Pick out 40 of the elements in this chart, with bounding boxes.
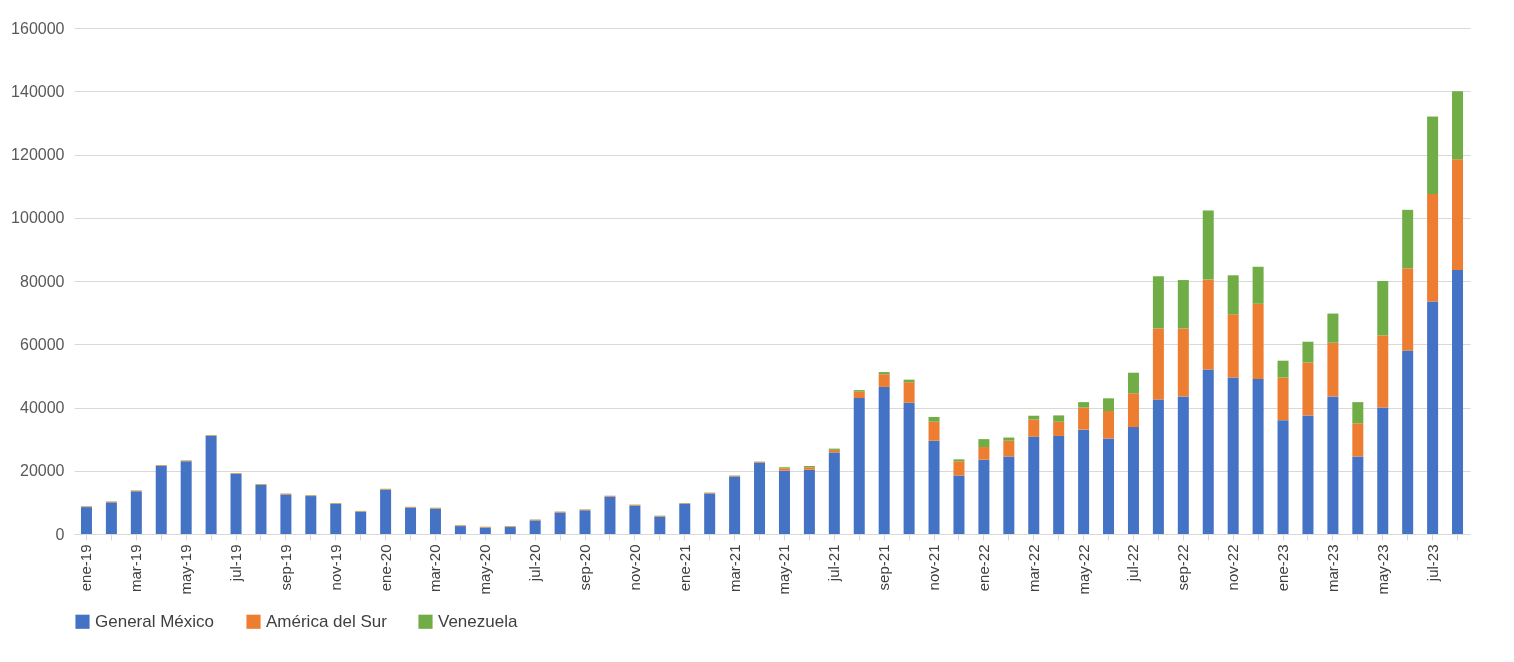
x-tick-label: sep-21 — [875, 544, 893, 591]
legend-label: General México — [95, 611, 215, 631]
y-tick-label: 20000 — [20, 462, 65, 480]
x-tick-label: jul-20 — [526, 544, 544, 583]
y-tick-label: 60000 — [20, 335, 65, 353]
x-tick-label: may-19 — [177, 544, 195, 595]
y-tick-label: 120000 — [11, 146, 65, 163]
y-tick-label: 80000 — [20, 272, 65, 290]
x-tick-label: ene-22 — [974, 544, 992, 592]
x-tick-label: nov-19 — [326, 544, 344, 591]
x-tick-label: mar-19 — [127, 544, 145, 593]
y-tick-label: 40000 — [20, 399, 65, 416]
x-tick-label: ene-23 — [1274, 544, 1292, 592]
x-tick-label: jul-23 — [1423, 544, 1441, 583]
x-tick-label: ene-20 — [376, 544, 394, 592]
x-tick-label: mar-23 — [1323, 544, 1341, 593]
legend-label: América del Sur — [266, 611, 388, 631]
x-tick-label: nov-21 — [925, 544, 943, 591]
x-tick-label: nov-22 — [1224, 544, 1242, 591]
x-tick-label: may-21 — [775, 544, 793, 595]
x-tick-label: may-23 — [1373, 544, 1391, 595]
y-tick-label: 160000 — [11, 19, 65, 37]
y-tick-label: 100000 — [11, 209, 65, 227]
x-tick-label: ene-19 — [77, 544, 95, 592]
x-tick-label: jul-22 — [1124, 544, 1142, 583]
x-tick-label: jul-19 — [227, 544, 245, 583]
x-tick-label: jul-21 — [825, 544, 843, 583]
x-tick-label: mar-21 — [725, 544, 743, 593]
x-tick-label: sep-22 — [1174, 544, 1192, 591]
x-tick-label: sep-19 — [276, 544, 294, 591]
y-tick-label: 0 — [55, 525, 65, 543]
x-tick-label: nov-20 — [625, 544, 643, 591]
x-tick-label: may-22 — [1074, 544, 1092, 595]
x-tick-label: ene-21 — [675, 544, 693, 592]
legend-label: Venezuela — [438, 611, 518, 631]
y-tick-label: 140000 — [11, 82, 65, 100]
x-tick-label: sep-20 — [576, 544, 594, 591]
x-tick-label: mar-22 — [1024, 544, 1042, 593]
x-tick-label: may-20 — [476, 544, 494, 595]
x-tick-label: mar-20 — [426, 544, 444, 593]
